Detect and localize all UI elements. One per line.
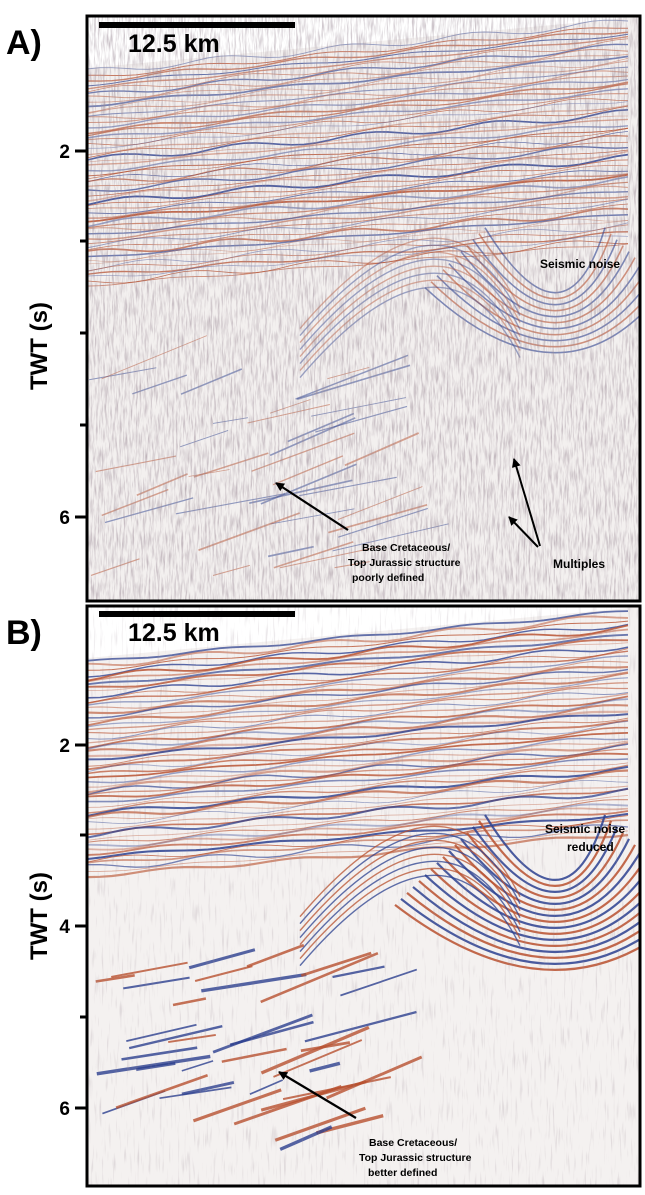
panel-a-frame	[85, 14, 642, 603]
panel-b-annotation-structure: Base Cretaceous/ Top Jurassic structure …	[359, 1137, 474, 1179]
panel-b-seismic-image	[88, 607, 639, 1185]
panel-b-scale-bar: 12.5 km	[99, 611, 295, 647]
panel-b-tick-label: 2	[59, 736, 70, 757]
panel-b-tick-label: 6	[59, 1099, 70, 1120]
panel-a: A) 12.5 km TWT (s) 2 6	[6, 14, 642, 603]
panel-a-arrow-multiples-2	[508, 516, 539, 548]
panel-b-tick-2: 2	[59, 736, 87, 757]
panel-a-arrow-structure	[275, 482, 349, 531]
panel-a-annotation-multiples: Multiples	[553, 557, 605, 571]
panel-a-label: A)	[6, 24, 42, 62]
panel-a-seismic-image	[88, 17, 639, 600]
panel-a-tick-label: 2	[59, 142, 70, 163]
annotation-line: Base Cretaceous/	[362, 542, 450, 554]
panel-b-axis-label: TWT (s)	[26, 872, 53, 960]
annotation-line: better defined	[368, 1167, 437, 1179]
annotation-line: poorly defined	[352, 572, 424, 584]
panel-b-y-axis: TWT (s) 2 4 6	[26, 736, 87, 1120]
panel-a-tick-6: 6	[59, 508, 87, 529]
panel-b-arrow-structure	[278, 1071, 357, 1119]
panel-b-tick-4: 4	[59, 917, 87, 938]
annotation-line: Seismic noise	[545, 822, 625, 836]
panel-a-y-axis: TWT (s) 2 6	[26, 142, 87, 529]
panel-a-annotation-structure: Base Cretaceous/ Top Jurassic structure …	[348, 542, 463, 584]
panel-b-annotation-noise: Seismic noise reduced	[545, 822, 628, 854]
panel-a-axis-label: TWT (s)	[26, 302, 53, 390]
panel-a-scale-bar: 12.5 km	[99, 22, 295, 58]
panel-a-annotation-noise: Seismic noise	[540, 257, 620, 271]
annotation-line: Base Cretaceous/	[369, 1137, 457, 1149]
panel-b-tick-6: 6	[59, 1099, 87, 1120]
panel-a-tick-label: 6	[59, 508, 70, 529]
panel-b-frame	[85, 604, 642, 1188]
annotation-line: Top Jurassic structure	[348, 557, 461, 569]
panel-b-tick-label: 4	[59, 917, 70, 938]
panel-a-scale-label: 12.5 km	[128, 30, 220, 58]
annotation-line: Top Jurassic structure	[359, 1152, 472, 1164]
panel-a-arrow-multiples-1	[511, 458, 541, 547]
panel-b-scale-label: 12.5 km	[128, 619, 220, 647]
annotation-line: reduced	[567, 840, 614, 854]
panel-a-tick-2: 2	[59, 142, 87, 163]
panel-b-label: B)	[6, 614, 42, 652]
panel-b: B) 12.5 km TWT (s) 2 4 6	[6, 604, 642, 1188]
